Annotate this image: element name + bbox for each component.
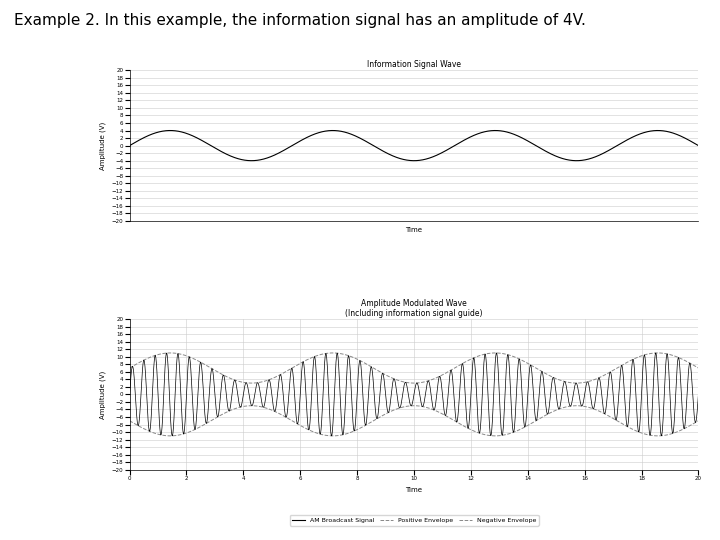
- AM Broadcast Signal: [539, 373, 547, 380]
- Negative Envelope: [364, 420, 373, 427]
- X-axis label: Time: Time: [405, 227, 423, 233]
- Positive Envelope: [247, 380, 256, 386]
- Legend: AM Broadcast Signal, Positive Envelope, Negative Envelope: AM Broadcast Signal, Positive Envelope, …: [289, 515, 539, 525]
- Y-axis label: Amplitude (V): Amplitude (V): [99, 370, 106, 419]
- Positive Envelope: [396, 378, 405, 384]
- Positive Envelope: [677, 355, 685, 362]
- Negative Envelope: [649, 433, 657, 439]
- AM Broadcast Signal: [369, 378, 377, 384]
- Y-axis label: Amplitude (V): Amplitude (V): [99, 122, 106, 170]
- AM Broadcast Signal: [677, 388, 685, 395]
- Positive Envelope: [369, 365, 378, 372]
- AM Broadcast Signal: [694, 391, 703, 397]
- AM Broadcast Signal: [649, 392, 657, 398]
- AM Broadcast Signal: [396, 404, 405, 411]
- Line: Negative Envelope: Negative Envelope: [130, 406, 698, 436]
- Line: AM Broadcast Signal: AM Broadcast Signal: [130, 353, 698, 436]
- Negative Envelope: [369, 417, 378, 424]
- Negative Envelope: [247, 402, 256, 409]
- X-axis label: Time: Time: [405, 487, 423, 492]
- AM Broadcast Signal: [125, 391, 134, 397]
- Positive Envelope: [364, 362, 373, 369]
- Positive Envelope: [539, 369, 547, 375]
- Positive Envelope: [125, 365, 134, 372]
- Negative Envelope: [677, 427, 685, 433]
- Negative Envelope: [125, 417, 134, 424]
- Title: Amplitude Modulated Wave
(Including information signal guide): Amplitude Modulated Wave (Including info…: [346, 299, 482, 318]
- AM Broadcast Signal: [492, 350, 500, 356]
- AM Broadcast Signal: [328, 433, 336, 439]
- Title: Information Signal Wave: Information Signal Wave: [367, 60, 461, 70]
- Line: Positive Envelope: Positive Envelope: [130, 353, 698, 383]
- Positive Envelope: [328, 350, 337, 356]
- Negative Envelope: [396, 404, 405, 411]
- Positive Envelope: [694, 365, 703, 372]
- Negative Envelope: [694, 417, 703, 424]
- Positive Envelope: [649, 350, 657, 356]
- AM Broadcast Signal: [364, 388, 373, 394]
- Text: Example 2. In this example, the information signal has an amplitude of 4V.: Example 2. In this example, the informat…: [14, 14, 586, 29]
- Negative Envelope: [328, 433, 337, 439]
- Negative Envelope: [539, 414, 547, 420]
